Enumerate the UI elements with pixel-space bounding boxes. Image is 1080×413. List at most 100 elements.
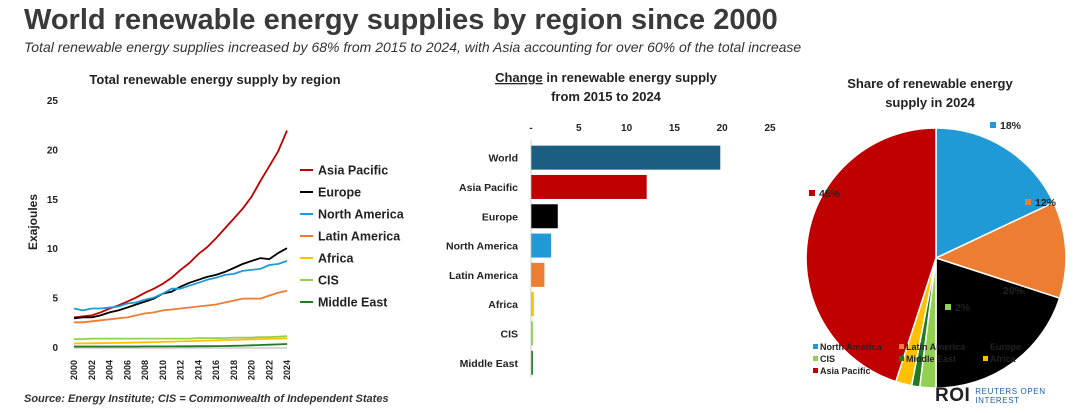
bar-chart-category-label: Africa: [488, 299, 518, 311]
line-chart-ylabel: Exajoules: [26, 194, 40, 250]
bar-north-america: [531, 233, 552, 258]
line-chart-xtick: 2024: [282, 360, 292, 380]
line-legend-label-north-america: North America: [318, 208, 405, 222]
pie-legend-label-cis: CIS: [820, 354, 835, 364]
pie-legend-label-middle-east: Middle East: [906, 354, 956, 364]
line-chart-ytick: 10: [47, 244, 59, 255]
pie-data-label-cis: 2%: [955, 302, 971, 314]
line-series-africa: [73, 337, 288, 345]
line-series-cis: [74, 335, 288, 341]
line-chart-ytick: 15: [47, 195, 59, 206]
pie-legend-swatch-middle-east: [899, 356, 904, 361]
bar-africa: [531, 292, 534, 317]
pie-data-label-swatch-latin-america: [1025, 199, 1031, 205]
pie-data-label-swatch-north-america: [990, 122, 996, 128]
roi-logo-line2: INTEREST: [975, 396, 1020, 405]
line-chart-ytick: 25: [47, 96, 59, 107]
line-series-europe: [73, 247, 288, 320]
pie-data-label-swatch-europe: [993, 287, 999, 293]
pie-legend-swatch-latin-america: [899, 344, 904, 349]
pie-legend-label-africa: Africa: [990, 354, 1017, 364]
bar-cis: [531, 321, 533, 346]
bar-world: [531, 145, 721, 170]
pie-legend-swatch-asia-pacific: [813, 368, 818, 373]
bar-chart-xtick: 15: [669, 123, 681, 134]
line-series-asia-pacific: [73, 130, 288, 319]
bar-chart-category-label: Middle East: [460, 358, 519, 370]
line-chart-ytick: 5: [52, 294, 58, 305]
pie-legend-label-europe: Europe: [990, 342, 1021, 352]
pie-slice-asia-pacific: [805, 127, 937, 383]
pie-legend-label-north-america: North America: [820, 342, 883, 352]
line-chart-xtick: 2022: [264, 360, 274, 380]
pie-legend-swatch-cis: [813, 356, 818, 361]
line-legend-label-latin-america: Latin America: [318, 230, 401, 244]
bar-chart-xtick: -: [529, 123, 532, 134]
pie-data-label-latin-america: 12%: [1035, 197, 1057, 209]
line-legend-label-europe: Europe: [318, 186, 361, 200]
pie-data-label-asia-pacific: 45%: [819, 188, 841, 200]
line-chart-xtick: 2000: [69, 360, 79, 380]
pie-slice-north-america: [935, 127, 1055, 260]
line-legend-label-middle-east: Middle East: [318, 296, 388, 310]
bar-chart-title-rest: in renewable energy supply: [543, 70, 718, 85]
line-chart-xtick: 2016: [211, 360, 221, 380]
pie-legend-swatch-africa: [983, 356, 988, 361]
line-chart-xtick: 2020: [247, 360, 257, 380]
line-chart-ytick: 0: [52, 343, 58, 354]
roi-logo-text: REUTERS OPEN INTEREST: [975, 387, 1045, 405]
bar-chart-xtick: 25: [764, 123, 776, 134]
bar-chart-title-line1: Change in renewable energy supply: [495, 70, 718, 85]
line-legend-label-africa: Africa: [318, 252, 354, 266]
line-series-latin-america: [74, 289, 288, 324]
line-legend-label-asia-pacific: Asia Pacific: [318, 164, 388, 178]
bar-latin-america: [531, 262, 545, 287]
bar-asia-pacific: [531, 174, 647, 199]
pie-data-label-swatch-cis: [945, 304, 951, 310]
bar-chart-xtick: 5: [576, 123, 582, 134]
line-chart-xtick: 2012: [176, 360, 186, 380]
pie-chart-title-line2: supply in 2024: [885, 95, 975, 110]
line-chart-xtick: 2014: [193, 360, 203, 380]
roi-logo-line1: REUTERS OPEN: [975, 387, 1046, 396]
line-chart-ytick: 20: [47, 145, 59, 156]
pie-legend-label-latin-america: Latin America: [906, 342, 966, 352]
roi-logo-mark: ROI: [935, 385, 971, 406]
roi-logo: ROI REUTERS OPEN INTEREST: [935, 385, 1046, 407]
line-chart-title: Total renewable energy supply by region: [89, 72, 340, 87]
pie-legend-swatch-europe: [983, 344, 988, 349]
bar-europe: [531, 204, 558, 229]
line-chart-xtick: 2008: [140, 360, 150, 380]
pie-chart-title-line1: Share of renewable energy: [847, 76, 1013, 91]
line-chart-xtick: 2010: [158, 360, 168, 380]
line-series-middle-east: [74, 343, 288, 348]
bar-middle-east: [531, 350, 533, 375]
page-subtitle: Total renewable energy supplies increase…: [24, 39, 802, 55]
bar-chart-category-label: CIS: [500, 328, 518, 340]
line-legend-label-cis: CIS: [318, 274, 339, 288]
line-chart-xtick: 2018: [229, 360, 239, 380]
bar-chart-xtick: 10: [621, 123, 633, 134]
pie-data-label-north-america: 18%: [1000, 120, 1022, 132]
line-chart-xtick: 2004: [105, 360, 115, 380]
bar-chart-category-label: Asia Pacific: [459, 182, 518, 194]
pie-slice-latin-america: [933, 201, 1067, 300]
pie-data-label-europe: 20%: [1003, 285, 1025, 297]
pie-legend-swatch-north-america: [813, 344, 818, 349]
pie-legend-label-asia-pacific: Asia Pacific: [820, 366, 871, 376]
bar-chart-title-underlined: Change: [495, 70, 543, 85]
pie-slice-europe: [935, 256, 1061, 389]
line-chart-xtick: 2006: [122, 360, 132, 380]
page-title: World renewable energy supplies by regio…: [24, 4, 778, 36]
bar-chart-xtick: 20: [717, 123, 729, 134]
bar-chart-category-label: World: [488, 153, 518, 165]
line-series-north-america: [73, 260, 288, 312]
line-chart-xtick: 2002: [87, 360, 97, 380]
bar-chart-category-label: Europe: [482, 211, 518, 223]
bar-chart-category-label: North America: [446, 241, 518, 253]
source-note: Source: Energy Institute; CIS = Commonwe…: [24, 393, 389, 405]
pie-data-label-swatch-asia-pacific: [809, 190, 815, 196]
bar-chart-category-label: Latin America: [449, 270, 518, 282]
bar-chart-title-line2: from 2015 to 2024: [551, 89, 662, 104]
